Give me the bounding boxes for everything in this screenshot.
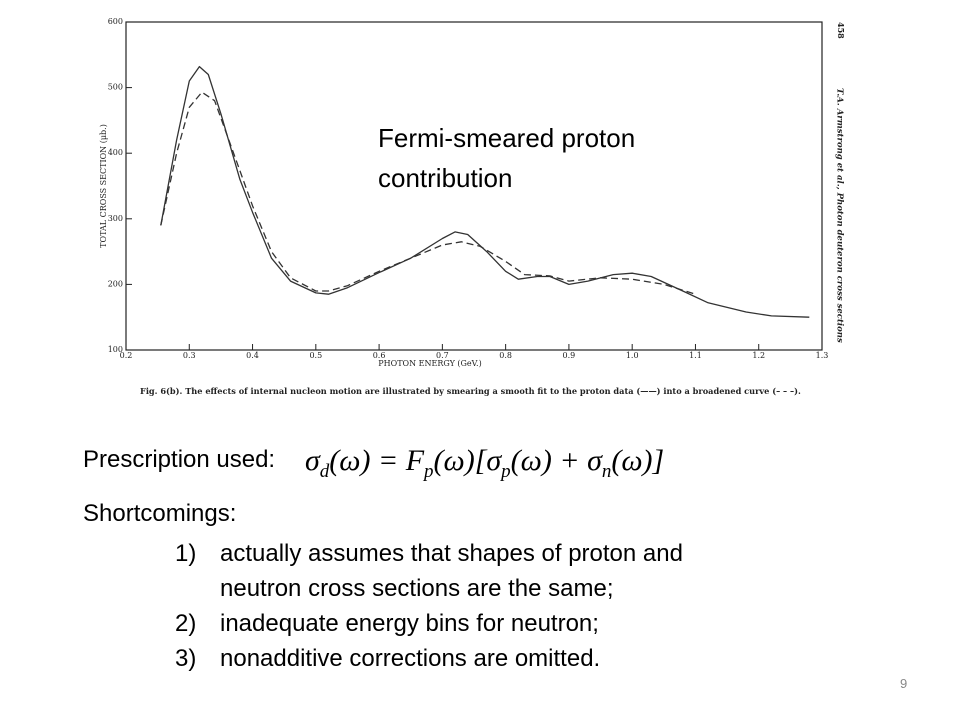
item-number: 2) — [175, 610, 197, 637]
page-header: 458 — [836, 22, 846, 39]
item-text: inadequate energy bins for neutron; — [220, 610, 599, 637]
x-tick-label: 1.1 — [689, 351, 702, 360]
equation-part: (ω) + σ — [510, 444, 602, 477]
item-number: 3) — [175, 645, 197, 672]
y-tick-label: 600 — [108, 17, 123, 26]
x-axis-label: PHOTON ENERGY (GeV.) — [378, 359, 481, 368]
chart: 100 200 300 400 500 600 0.2 0.3 0.4 0.5 0.6 0.7 0.8 0… — [99, 17, 846, 396]
equation-subscript: n — [601, 461, 612, 482]
x-tick-label: 0.6 — [373, 351, 386, 360]
item-number: 1) — [175, 540, 197, 567]
item-text: nonadditive corrections are omitted. — [220, 645, 601, 672]
equation-part: σ — [305, 444, 320, 477]
equation-subscript: p — [501, 461, 511, 482]
y-tick-label: 300 — [108, 214, 123, 223]
list-item: 1) actually assumes that shapes of proton… — [175, 536, 765, 606]
x-tick-label: 0.8 — [499, 351, 512, 360]
equation-subscript: p — [424, 461, 434, 482]
plot-frame — [125, 21, 823, 351]
annotation: Fermi-smeared proton contribution — [378, 123, 636, 193]
y-tick-label: 500 — [108, 83, 123, 92]
y-tick-label: 400 — [108, 148, 123, 157]
x-tick-label: 1.0 — [626, 351, 639, 360]
x-tick-label: 0.3 — [183, 351, 196, 360]
x-tick-label: 0.7 — [436, 351, 449, 360]
list-item: 3) nonadditive corrections are omitted. — [175, 641, 765, 676]
y-axis-label: TOTAL CROSS SECTION (μb.) — [99, 124, 108, 248]
list-item: 2) inadequate energy bins for neutron; — [175, 606, 765, 641]
running-header: T.A. Armstrong et al., Photon deuteron c… — [835, 88, 845, 343]
prescription-label: Prescription used: — [83, 446, 276, 473]
x-tick-label: 0.9 — [563, 351, 576, 360]
equation-part: (ω)[σ — [433, 444, 502, 477]
equation: σd(ω) = Fp(ω)[σp(ω) + σn(ω)] — [305, 444, 664, 483]
y-tick-label: 200 — [108, 279, 123, 288]
y-tick-label: 100 — [108, 345, 123, 354]
x-tick-label: 0.2 — [120, 351, 133, 360]
page-number: 9 — [900, 676, 908, 691]
shortcomings-label: Shortcomings: — [83, 500, 237, 527]
caption: Fig. 6(b). The effects of internal nucle… — [140, 386, 801, 396]
x-tick-label: 1.3 — [816, 351, 829, 360]
equation-subscript: d — [319, 461, 330, 482]
data-line — [160, 91, 696, 295]
item-text: actually assumes that shapes of proton a… — [220, 540, 683, 602]
x-tick-label: 0.4 — [246, 351, 259, 360]
equation-part: (ω) = F — [329, 444, 425, 477]
equation-part: (ω)] — [611, 444, 665, 477]
x-tick-label: 1.2 — [752, 351, 765, 360]
x-tick-label: 0.5 — [309, 351, 322, 360]
